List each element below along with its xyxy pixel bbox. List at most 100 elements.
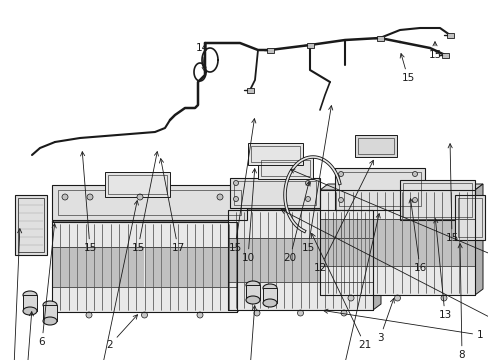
Bar — [252, 238, 260, 282]
Bar — [332, 238, 340, 282]
Bar — [441, 53, 448, 58]
Bar — [169, 247, 178, 287]
Text: 5: 5 — [290, 169, 488, 263]
Text: 16: 16 — [408, 199, 426, 273]
Ellipse shape — [263, 284, 276, 292]
Bar — [220, 247, 228, 287]
Bar — [324, 238, 332, 282]
Bar — [69, 247, 77, 287]
Text: 15: 15 — [399, 54, 414, 83]
Bar — [364, 238, 372, 282]
Bar — [250, 146, 299, 162]
Ellipse shape — [43, 301, 57, 309]
Bar — [161, 247, 169, 287]
Bar — [360, 219, 368, 266]
Text: 15: 15 — [228, 119, 255, 253]
Bar — [246, 88, 253, 93]
Bar — [385, 219, 393, 266]
Bar — [52, 185, 246, 220]
Bar — [105, 172, 170, 197]
Bar — [144, 247, 153, 287]
Bar — [52, 222, 237, 312]
Bar — [417, 219, 425, 266]
Circle shape — [338, 171, 343, 176]
Bar — [268, 238, 276, 282]
Polygon shape — [52, 216, 244, 222]
Bar — [454, 195, 484, 240]
Bar — [409, 219, 417, 266]
Polygon shape — [227, 204, 380, 210]
Bar — [340, 238, 348, 282]
Circle shape — [86, 312, 92, 318]
Ellipse shape — [245, 296, 260, 304]
Bar — [234, 181, 315, 205]
Text: 4: 4 — [281, 210, 488, 343]
Text: 6: 6 — [39, 224, 56, 347]
Bar — [457, 198, 481, 237]
Bar — [178, 247, 186, 287]
Bar — [228, 247, 237, 287]
Bar — [276, 238, 284, 282]
Bar — [354, 135, 396, 157]
Text: 20: 20 — [283, 181, 309, 263]
Bar — [247, 143, 303, 165]
Bar — [356, 238, 364, 282]
Bar — [245, 285, 260, 300]
Ellipse shape — [245, 281, 260, 289]
Circle shape — [347, 295, 353, 301]
Polygon shape — [237, 216, 244, 312]
Bar — [446, 33, 453, 38]
Bar — [61, 247, 69, 287]
Bar — [376, 36, 383, 41]
Bar — [334, 168, 424, 210]
Circle shape — [394, 295, 400, 301]
Circle shape — [412, 171, 417, 176]
Bar — [458, 219, 466, 266]
Circle shape — [338, 198, 343, 202]
Text: 15: 15 — [445, 144, 458, 243]
Bar — [85, 247, 94, 287]
Circle shape — [340, 310, 346, 316]
Bar — [449, 219, 458, 266]
Text: 1: 1 — [323, 309, 482, 340]
Bar — [308, 238, 316, 282]
Text: 15: 15 — [427, 42, 441, 60]
Bar — [244, 238, 252, 282]
Bar — [336, 219, 344, 266]
Bar — [195, 247, 203, 287]
Text: 12: 12 — [313, 160, 373, 273]
Circle shape — [233, 180, 238, 185]
Text: 7: 7 — [336, 213, 380, 360]
Polygon shape — [474, 184, 482, 295]
Ellipse shape — [23, 291, 37, 299]
Ellipse shape — [23, 307, 37, 315]
Bar — [236, 238, 244, 282]
Bar — [260, 238, 268, 282]
Bar — [261, 160, 309, 176]
Bar — [203, 247, 211, 287]
Text: 19: 19 — [238, 306, 256, 360]
Circle shape — [305, 197, 310, 202]
Bar — [344, 219, 352, 266]
Text: 15: 15 — [301, 106, 332, 253]
Circle shape — [197, 312, 203, 318]
Bar — [127, 247, 136, 287]
Bar — [319, 190, 474, 295]
Bar — [327, 219, 336, 266]
Polygon shape — [319, 184, 482, 190]
Bar — [399, 180, 474, 220]
Bar — [442, 219, 449, 266]
Bar — [111, 247, 119, 287]
Text: 21: 21 — [311, 233, 371, 350]
Bar — [348, 238, 356, 282]
Bar — [227, 210, 372, 310]
Bar — [263, 288, 276, 303]
Bar — [77, 247, 85, 287]
Circle shape — [137, 194, 142, 200]
Circle shape — [87, 194, 93, 200]
Bar — [211, 247, 220, 287]
Bar — [319, 190, 474, 295]
Bar — [94, 247, 102, 287]
Bar — [316, 238, 324, 282]
Bar — [357, 138, 393, 154]
